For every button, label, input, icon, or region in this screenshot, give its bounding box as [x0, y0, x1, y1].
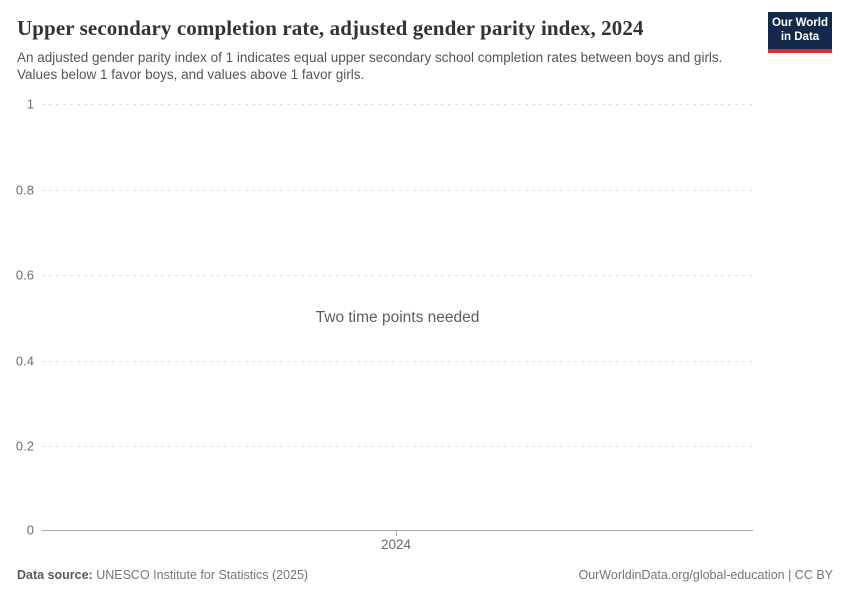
footer: Data source: UNESCO Institute for Statis…: [17, 568, 833, 582]
y-axis-tick-label: 0.8: [15, 182, 34, 198]
data-source-label: Data source:: [17, 568, 93, 582]
x-axis-tick-label: 2024: [380, 537, 412, 552]
y-axis-tick-label: 0: [26, 522, 34, 538]
gridline: [42, 275, 753, 276]
attribution-link[interactable]: OurWorldinData.org/global-education | CC…: [578, 568, 833, 582]
logo-line-2: in Data: [780, 30, 820, 43]
gridline: [42, 446, 753, 447]
gridline: [42, 104, 753, 105]
chart-subtitle: An adjusted gender parity index of 1 ind…: [17, 50, 723, 82]
y-axis-tick-label: 0.4: [15, 353, 34, 369]
x-axis-line: [42, 530, 753, 531]
chart-title: Upper secondary completion rate, adjuste…: [17, 16, 644, 40]
data-source-text: UNESCO Institute for Statistics (2025): [92, 568, 309, 582]
gridline: [42, 361, 753, 362]
x-axis-tick-mark: [396, 530, 397, 536]
gridline: [42, 190, 753, 191]
owid-logo[interactable]: Our World in Data: [768, 12, 832, 53]
empty-chart-message: Two time points needed: [315, 309, 480, 326]
data-source: Data source: UNESCO Institute for Statis…: [17, 568, 308, 582]
y-axis-tick-label: 0.6: [15, 267, 34, 283]
y-axis-tick-label: 1: [26, 96, 34, 112]
y-axis-tick-label: 0.2: [15, 438, 34, 454]
logo-line-1: Our World: [771, 17, 828, 29]
